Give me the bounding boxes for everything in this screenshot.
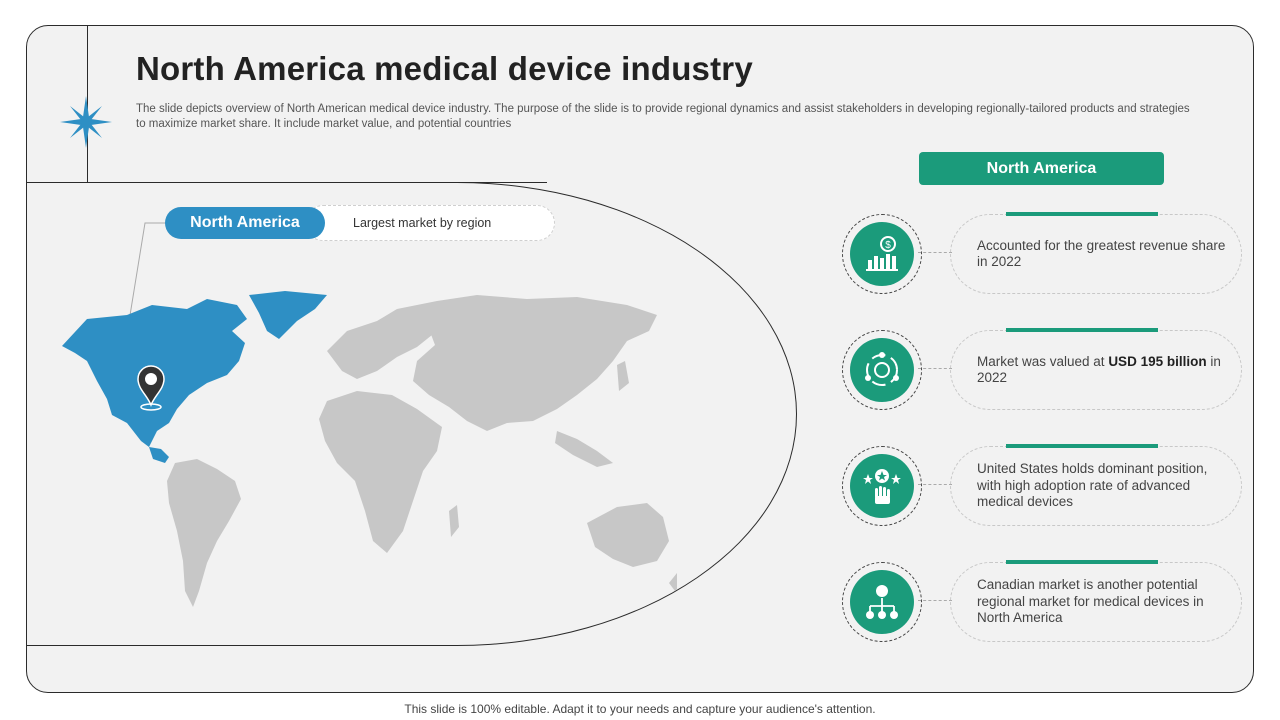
list-item: $ Accounted for the greatest revenue sha… <box>842 212 1242 294</box>
map-arc-frame <box>27 182 797 646</box>
list-item: Canadian market is another potential reg… <box>842 560 1242 642</box>
greenland-shape <box>249 291 327 339</box>
world-map <box>62 291 677 607</box>
location-pin-icon <box>137 365 165 411</box>
person-network-icon <box>866 585 898 619</box>
footer-note: This slide is 100% editable. Adapt it to… <box>404 702 876 716</box>
hand-star-icon <box>863 469 901 504</box>
panel-header: North America <box>919 152 1164 185</box>
revenue-chart-icon: $ <box>866 236 898 271</box>
region-name-badge: North America <box>165 207 325 239</box>
page-subtitle: The slide depicts overview of North Amer… <box>136 103 1190 130</box>
page-title: North America medical device industry <box>136 50 753 87</box>
europe-shape <box>327 309 437 379</box>
region-label-pill: North America Largest market by region <box>165 205 555 241</box>
list-item: Market was valued at USD 195 billion in … <box>842 328 1242 410</box>
south-america-shape <box>167 459 241 607</box>
region-description: Largest market by region <box>353 216 492 230</box>
star-burst-icon <box>60 96 112 148</box>
item-text: Canadian market is another potential reg… <box>977 577 1204 626</box>
leader-line <box>124 222 167 347</box>
slide-frame: North America medical device industry Th… <box>26 25 1254 693</box>
list-item: United States holds dominant position, w… <box>842 444 1242 526</box>
market-cycle-icon <box>865 352 899 386</box>
africa-shape <box>319 391 442 553</box>
item-text: United States holds dominant position, w… <box>977 461 1208 510</box>
svg-text:$: $ <box>885 240 891 251</box>
market-value-highlight: USD 195 billion <box>1108 353 1207 369</box>
item-text: Market was valued at USD 195 billion in … <box>977 353 1221 386</box>
asia-shape <box>397 295 657 431</box>
item-text: Accounted for the greatest revenue share… <box>977 237 1226 270</box>
vertical-divider <box>87 26 88 182</box>
australia-shape <box>587 503 669 567</box>
